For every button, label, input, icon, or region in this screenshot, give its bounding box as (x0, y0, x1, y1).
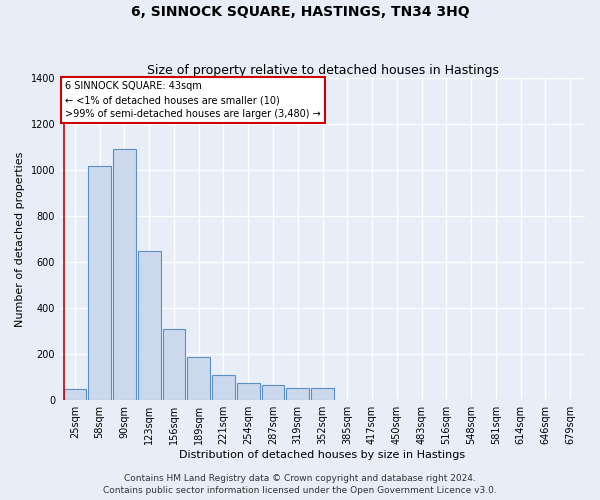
Text: 6, SINNOCK SQUARE, HASTINGS, TN34 3HQ: 6, SINNOCK SQUARE, HASTINGS, TN34 3HQ (131, 5, 469, 19)
Text: Contains HM Land Registry data © Crown copyright and database right 2024.
Contai: Contains HM Land Registry data © Crown c… (103, 474, 497, 495)
Title: Size of property relative to detached houses in Hastings: Size of property relative to detached ho… (146, 64, 499, 77)
Bar (64, 388, 86, 400)
Bar (311, 388, 334, 400)
Y-axis label: Number of detached properties: Number of detached properties (15, 152, 25, 327)
X-axis label: Distribution of detached houses by size in Hastings: Distribution of detached houses by size … (179, 450, 466, 460)
Bar (88, 166, 111, 400)
Bar (212, 375, 235, 400)
Bar (163, 329, 185, 400)
Bar (262, 386, 284, 400)
Bar (113, 150, 136, 400)
Text: 6 SINNOCK SQUARE: 43sqm
← <1% of detached houses are smaller (10)
>99% of semi-d: 6 SINNOCK SQUARE: 43sqm ← <1% of detache… (65, 82, 321, 120)
Bar (187, 356, 210, 400)
Bar (237, 383, 260, 400)
Bar (138, 250, 161, 400)
Bar (286, 388, 309, 400)
